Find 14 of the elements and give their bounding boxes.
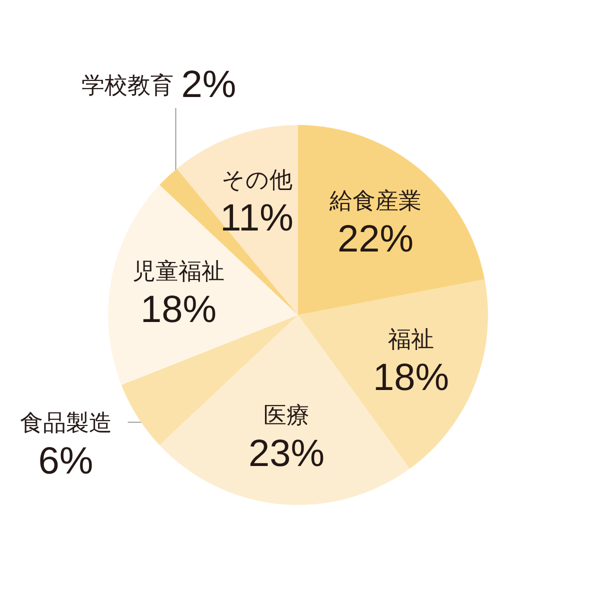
data-label: 18% bbox=[373, 356, 450, 399]
data-label: 23% bbox=[248, 433, 325, 476]
slice-label: その他 bbox=[221, 166, 292, 193]
slice-label: 食品製造 bbox=[20, 409, 112, 436]
slice-label: 福祉 bbox=[388, 326, 434, 352]
data-label: 11% bbox=[220, 198, 294, 240]
slice-label: 児童福祉 bbox=[132, 258, 225, 284]
slice-label: 医療 bbox=[264, 402, 310, 428]
data-label: 18% bbox=[140, 289, 217, 332]
slice-label: 給食産業 bbox=[328, 187, 422, 214]
data-label: 6% bbox=[38, 440, 94, 482]
data-label: 2% bbox=[181, 64, 236, 106]
slice-label: 学校教育 bbox=[81, 72, 174, 98]
data-label: 22% bbox=[337, 218, 414, 260]
